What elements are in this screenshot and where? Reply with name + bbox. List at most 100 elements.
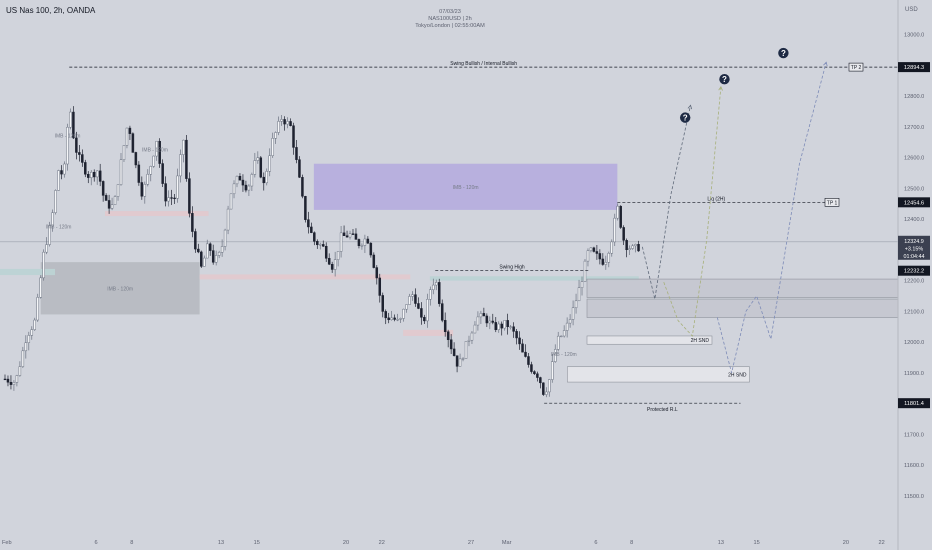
level-label: Swing High <box>499 265 525 271</box>
last-price-tag <box>898 235 930 260</box>
candle-body <box>200 251 203 267</box>
candle-body <box>253 160 257 175</box>
candle-body <box>167 197 170 202</box>
candle-body <box>553 349 557 362</box>
tp-tag <box>824 198 840 207</box>
level-label: Protected R.L <box>647 407 678 413</box>
projection-arrowhead <box>687 104 693 110</box>
question-icon <box>719 73 730 85</box>
candle-body <box>176 175 179 199</box>
candle-body <box>485 315 489 324</box>
candle-body <box>399 318 402 320</box>
price-tick-label: 12500.0 <box>904 186 924 192</box>
symbol-title[interactable]: US Nas 100, 2h, OANDA <box>6 6 96 15</box>
candle-body <box>467 339 471 342</box>
candle-body <box>33 319 36 330</box>
time-tick-label: 22 <box>379 540 385 546</box>
tp-tag-label: TP 2 <box>851 65 862 71</box>
price-tag-label: 12894.3 <box>904 65 924 71</box>
candle-body <box>42 251 45 279</box>
candle-body <box>458 358 462 367</box>
zone-pink <box>104 211 209 217</box>
candle-body <box>348 233 352 238</box>
zone-pink <box>403 329 454 336</box>
candle-body <box>411 294 414 297</box>
candle-body <box>48 225 51 245</box>
candle-body <box>443 320 447 332</box>
zone-teal <box>429 276 639 281</box>
candle-body <box>182 139 185 155</box>
candle-body <box>313 232 316 242</box>
candle-body <box>562 330 566 337</box>
candle-body <box>429 289 432 300</box>
candle-body <box>262 176 266 184</box>
candle-body <box>92 171 96 178</box>
candle-body <box>634 244 637 247</box>
candle-body <box>39 277 42 298</box>
candle-body <box>211 250 215 263</box>
question-icon <box>778 47 789 59</box>
candle-body <box>345 235 349 238</box>
candle-body <box>610 241 614 254</box>
candles-layer <box>3 106 640 398</box>
candle-body <box>435 282 438 286</box>
time-axis[interactable]: Feb 6 8 13 15 20 22 27 Mar 6 8 13 15 20 22 <box>2 540 885 546</box>
price-tag-label: 12454.6 <box>904 200 924 206</box>
currency-label: USD <box>905 7 918 13</box>
candle-body <box>217 252 221 256</box>
candle-body <box>637 244 640 252</box>
candle-body <box>12 382 16 385</box>
candle-body <box>324 245 328 259</box>
candle-body <box>6 378 10 383</box>
candle-body <box>128 127 132 134</box>
candle-body <box>327 258 331 265</box>
time-tick-label: 6 <box>94 540 97 546</box>
candle-body <box>452 348 456 356</box>
candle-body <box>295 147 298 160</box>
time-tick-label: Feb <box>2 540 12 546</box>
info-line-session: Tokyo/London | 02:55:00AM <box>415 23 485 29</box>
zone-grid-band <box>586 298 899 318</box>
levels-layer: Swing Bullish / Internal Bullish TP 2 Liq … <box>46 61 898 413</box>
candle-body <box>461 358 465 360</box>
candle-body <box>592 247 596 252</box>
question-icon-glyph: ? <box>683 113 688 122</box>
candle-body <box>319 244 322 246</box>
candle-body <box>336 251 340 260</box>
candle-body <box>488 320 492 324</box>
candle-body <box>342 232 346 236</box>
candle-body <box>393 317 396 320</box>
candle-body <box>158 140 161 164</box>
candle-body <box>366 238 370 244</box>
candle-body <box>244 184 248 191</box>
candle-body <box>417 303 420 309</box>
price-tick-label: 11500.0 <box>904 494 924 500</box>
candle-body <box>161 163 164 184</box>
candle-body <box>140 182 144 197</box>
candle-body <box>551 361 554 380</box>
candle-body <box>583 260 587 282</box>
candle-body <box>54 190 57 213</box>
candle-body <box>235 175 239 185</box>
price-tick-label: 12000.0 <box>904 340 924 346</box>
candle-body <box>545 391 548 395</box>
time-tick-label: 20 <box>343 540 349 546</box>
candle-body <box>446 331 450 340</box>
price-tick-label: 12200.0 <box>904 279 924 285</box>
price-tick-label: 12400.0 <box>904 217 924 223</box>
candle-body <box>524 351 527 357</box>
candle-body <box>631 245 634 249</box>
candle-body <box>455 355 459 367</box>
candle-body <box>586 250 590 262</box>
candle-body <box>164 183 167 202</box>
candle-body <box>533 371 536 375</box>
candle-body <box>194 231 197 250</box>
candle-body <box>339 232 343 252</box>
price-tick-label: 12100.0 <box>904 309 924 315</box>
time-tick-label: 22 <box>878 540 884 546</box>
candle-body <box>143 184 147 197</box>
candle-body <box>185 139 188 179</box>
candle-body <box>556 335 560 350</box>
projection-path <box>663 86 722 337</box>
